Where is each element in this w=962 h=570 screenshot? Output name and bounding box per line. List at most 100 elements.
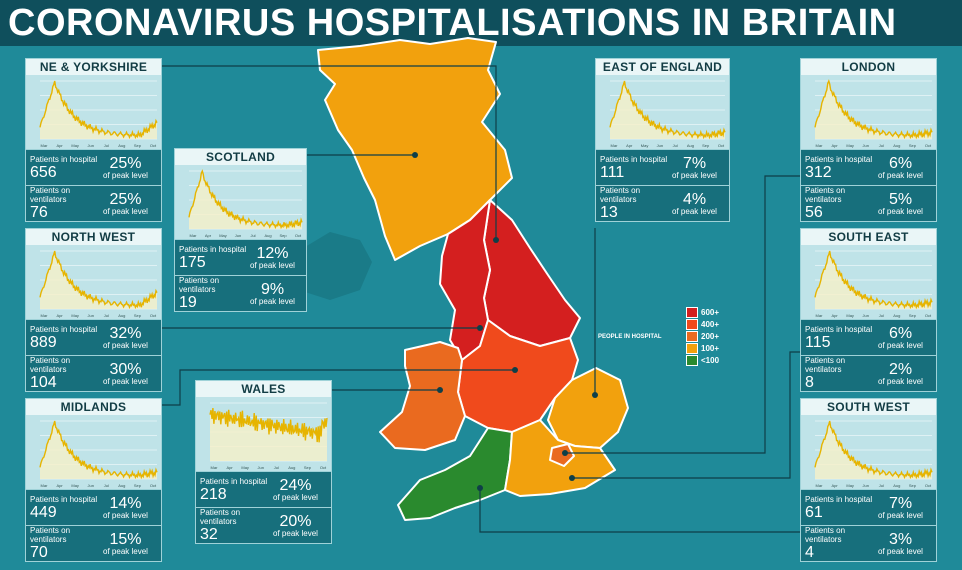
ireland-shape [292,232,372,300]
legend-item: 600+ [686,306,719,318]
month-tick: Sep [909,483,917,488]
panel-title: LONDON [801,59,936,75]
month-tick: Jul [879,483,884,488]
trend-chart: Mar Apr May Jun Jul Aug Sep Oct [188,169,303,238]
stat-label: Patients on ventilators [179,276,220,294]
stat-value: 312 [805,163,832,181]
month-tick: Sep [134,143,142,148]
panel-chart: Mar Apr May Jun Jul Aug Sep Oct [596,75,729,149]
panel-title: WALES [196,381,331,397]
month-tick: Jul [673,143,678,148]
month-tick: Jun [87,313,93,318]
stat-row: Patients on ventilators 56 5% of peak level [801,185,936,221]
trend-area [815,81,932,139]
month-tick: Oct [150,483,157,488]
month-tick: Sep [909,143,917,148]
month-tick: Mar [816,143,824,148]
stat-row: Patients in hospital 115 6% of peak level [801,319,936,355]
stat-row: Patients in hospital 218 24% of peak level [196,471,331,507]
legend-swatch [686,354,698,366]
stat-peak-label: of peak level [273,529,318,538]
legend: 600+ 400+ 200+ 100+ <100 [686,306,719,366]
panel-north-west: NORTH WEST Mar Apr May Jun Jul Aug Sep Oct Patien… [25,228,162,392]
stat-value: 70 [30,544,48,561]
stat-peak-label: of peak level [103,341,148,350]
trend-chart: Mar Apr May Jun Jul Aug Sep Oct [814,250,933,318]
month-tick: Jun [862,483,868,488]
stat-peak-label: of peak level [250,297,295,306]
stat-value: 4 [805,544,814,561]
stat-label: Patients on ventilators [805,526,846,544]
stat-label: Patients in hospital [30,324,98,334]
panel-chart: Mar Apr May Jun Jul Aug Sep Oct [801,415,936,489]
month-tick: Oct [295,233,302,238]
stat-label: Patients on ventilators [30,356,71,374]
stat-peak-label: of peak level [878,341,923,350]
trend-area [40,421,157,479]
panel-south-west: SOUTH WEST Mar Apr May Jun Jul Aug Sep Oct Patien… [800,398,937,562]
month-tick: Jul [104,483,109,488]
connector-south-west [479,488,800,533]
month-tick: Jul [879,313,884,318]
month-tick: Aug [118,313,125,318]
stat-value: 104 [30,374,57,391]
trend-line [609,80,726,140]
panel-chart: Mar Apr May Jun Jul Aug Sep Oct [801,245,936,319]
month-tick: May [71,313,79,318]
stat-row: Patients in hospital 312 6% of peak level [801,149,936,185]
month-tick: Jun [257,465,263,470]
trend-chart: Mar Apr May Jun Jul Aug Sep Oct [39,80,158,148]
month-tick: Jul [104,143,109,148]
trend-line [39,420,158,480]
panel-london: LONDON Mar Apr May Jun Jul Aug Sep Oct Patients i… [800,58,937,222]
stat-percent: 12% [256,245,289,262]
month-tick: Jun [235,233,241,238]
month-tick: May [641,143,649,148]
month-tick: Oct [320,465,327,470]
legend-label: 200+ [701,331,720,341]
stat-value: 13 [600,204,618,221]
month-tick: Aug [118,483,125,488]
trend-line [209,407,328,443]
stat-peak-label: of peak level [878,547,923,556]
connector-south-east [572,351,800,479]
panel-title: SCOTLAND [175,149,306,165]
legend-title: PEOPLE IN HOSPITAL [598,334,662,340]
trend-chart: Mar Apr May Jun Jul Aug Sep Oct [609,80,726,148]
stat-peak-label: of peak level [250,261,295,270]
region-ne-yorkshire [483,199,581,347]
month-tick: May [846,143,854,148]
panel-chart: Mar Apr May Jun Jul Aug Sep Oct [175,165,306,239]
month-tick: Sep [304,465,312,470]
trend-area [610,81,725,139]
month-tick: Oct [718,143,725,148]
stat-peak-label: of peak level [103,207,148,216]
month-tick: Apr [626,143,633,148]
stat-percent: 14% [109,495,142,512]
region-london [549,443,575,467]
stat-peak-label: of peak level [878,171,923,180]
month-tick: May [71,143,79,148]
stat-value: 449 [30,503,57,521]
panel-south-east: SOUTH EAST Mar Apr May Jun Jul Aug Sep Oct Patien… [800,228,937,392]
month-tick: May [219,233,227,238]
stat-row: Patients in hospital 449 14% of peak level [26,489,161,525]
legend-label: <100 [701,355,720,365]
trend-line [188,169,303,230]
stat-value: 175 [179,253,206,271]
stat-peak-label: of peak level [672,171,717,180]
month-tick: May [846,313,854,318]
stat-label: Patients in hospital [805,154,873,164]
stat-label: Patients in hospital [30,154,98,164]
panel-title: MIDLANDS [26,399,161,415]
trend-area [815,421,932,479]
stat-row: Patients on ventilators 8 2% of peak level [801,355,936,391]
panel-chart: Mar Apr May Jun Jul Aug Sep Oct [196,397,331,471]
month-tick: Apr [831,143,838,148]
stat-percent: 20% [279,513,312,530]
trend-chart: Mar Apr May Jun Jul Aug Sep Oct [814,79,933,148]
month-tick: Apr [831,483,838,488]
trend-line [814,79,933,140]
month-tick: May [241,465,249,470]
